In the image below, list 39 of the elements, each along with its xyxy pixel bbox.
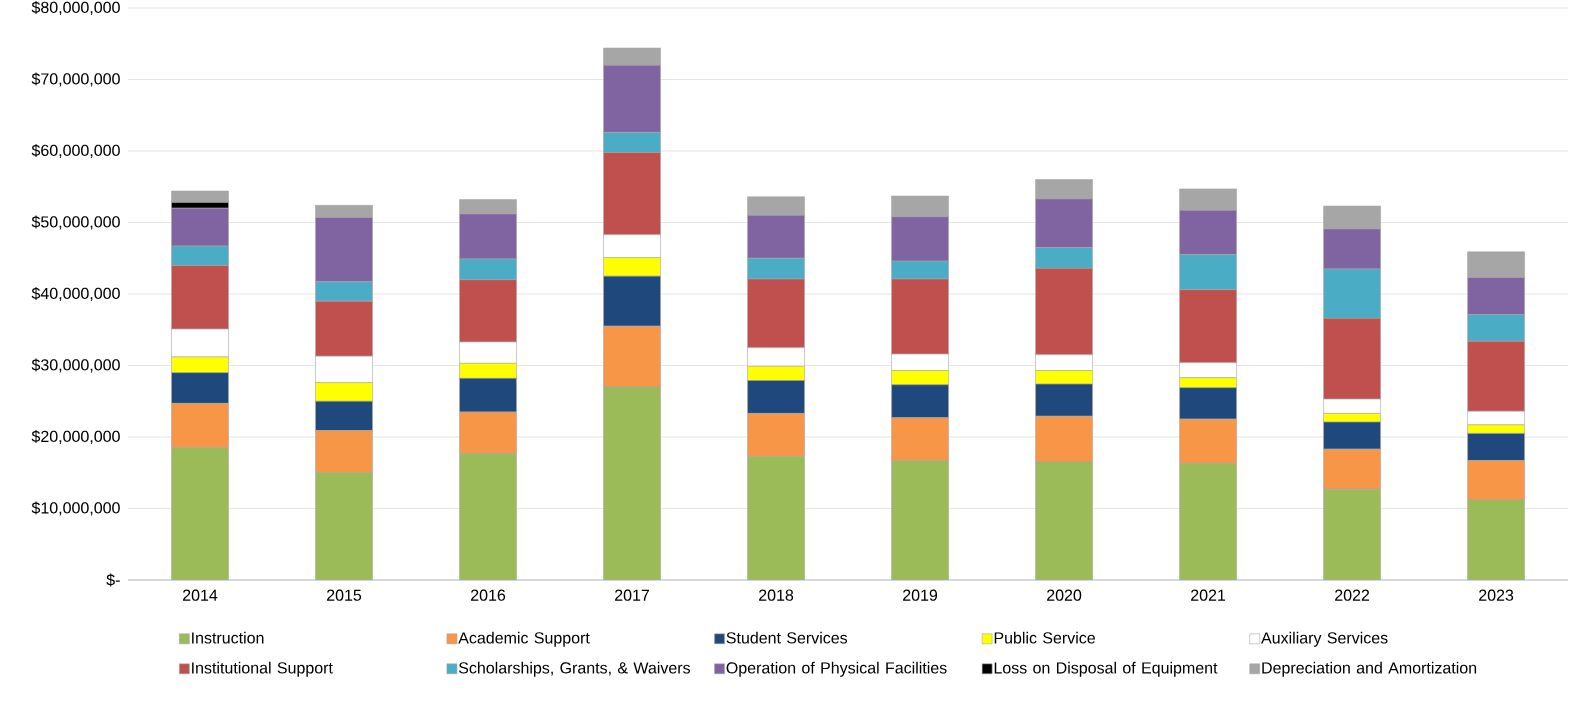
x-tick-label: 2021 xyxy=(1191,589,1226,601)
x-tick-label: 2020 xyxy=(1047,589,1082,601)
bar xyxy=(603,386,661,580)
legend-label: Auxiliary Services xyxy=(1261,631,1388,647)
y-tick-label: $70,000,000 xyxy=(31,72,120,87)
y-tick-label: $10,000,000 xyxy=(31,501,120,516)
x-tick-label: 2017 xyxy=(615,589,650,601)
legend-label: Scholarships, Grants, & Waivers xyxy=(458,661,691,677)
bar xyxy=(459,453,517,580)
bar xyxy=(891,460,949,580)
bar xyxy=(747,456,805,580)
legend-label: Operation of Physical Facilities xyxy=(726,661,947,677)
x-tick-label: 2022 xyxy=(1335,589,1370,601)
legend-label: Depreciation and Amortization xyxy=(1262,661,1477,677)
y-tick-label: $- xyxy=(106,573,120,587)
bar xyxy=(1467,499,1525,580)
bar xyxy=(315,472,373,580)
legend-label: Student Services xyxy=(726,631,848,644)
x-tick-label: 2023 xyxy=(1479,589,1514,601)
bar xyxy=(1323,488,1381,580)
bar xyxy=(1179,463,1237,580)
x-tick-label: 2014 xyxy=(183,589,218,601)
legend-label: Loss on Disposal of Equipment xyxy=(994,661,1218,677)
y-tick-label: $60,000,000 xyxy=(31,144,120,158)
x-tick-label: 2019 xyxy=(903,589,938,601)
x-tick-label: 2018 xyxy=(759,589,794,601)
bar xyxy=(171,447,229,580)
bar xyxy=(1035,461,1093,580)
y-tick-label: $20,000,000 xyxy=(31,430,120,444)
legend-label: Academic Support xyxy=(458,631,590,647)
legend-label: Public Service xyxy=(994,631,1095,644)
y-tick-label: $30,000,000 xyxy=(31,358,120,373)
legend-label: Institutional Support xyxy=(192,661,333,677)
x-tick-label: 2016 xyxy=(471,589,506,601)
legend-label: Instruction xyxy=(192,631,264,644)
y-tick-label: $50,000,000 xyxy=(31,215,120,230)
y-tick-label: $80,000,000 xyxy=(31,1,120,15)
y-tick-label: $40,000,000 xyxy=(31,287,120,301)
x-tick-label: 2015 xyxy=(327,589,362,601)
